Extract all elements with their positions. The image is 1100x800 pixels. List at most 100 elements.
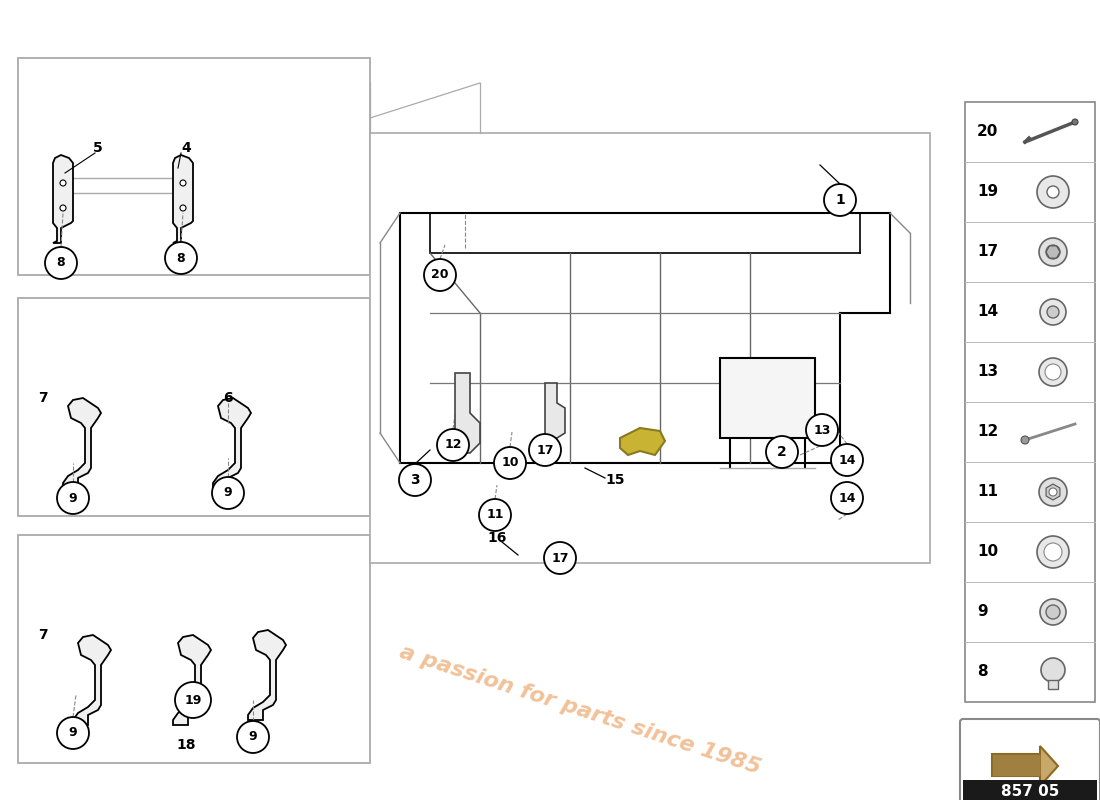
Text: 17: 17	[977, 245, 998, 259]
Text: 19: 19	[977, 185, 998, 199]
Bar	[1048, 680, 1058, 689]
Bar	[370, 133, 929, 563]
Text: 17: 17	[551, 551, 569, 565]
Bar	[965, 102, 1094, 702]
Text: 11: 11	[977, 485, 998, 499]
Text: 9: 9	[68, 726, 77, 739]
Text: 15: 15	[605, 473, 625, 487]
Circle shape	[180, 180, 186, 186]
Circle shape	[1045, 364, 1062, 380]
Text: 4: 4	[182, 141, 190, 155]
Text: 14: 14	[838, 454, 856, 466]
Bar	[962, 780, 1097, 800]
Circle shape	[1021, 436, 1028, 444]
Circle shape	[180, 205, 186, 211]
Circle shape	[544, 542, 576, 574]
Circle shape	[1046, 605, 1060, 619]
Text: 11: 11	[486, 509, 504, 522]
Polygon shape	[455, 373, 480, 453]
Circle shape	[60, 180, 66, 186]
Text: 14: 14	[977, 305, 998, 319]
Circle shape	[494, 447, 526, 479]
Text: 16: 16	[487, 531, 507, 545]
Circle shape	[165, 242, 197, 274]
Circle shape	[1049, 488, 1057, 496]
Circle shape	[57, 717, 89, 749]
Circle shape	[60, 205, 66, 211]
Circle shape	[437, 429, 469, 461]
Polygon shape	[53, 155, 73, 243]
Bar	[18, 58, 370, 275]
Circle shape	[529, 434, 561, 466]
Circle shape	[57, 482, 89, 514]
Polygon shape	[173, 155, 192, 243]
Circle shape	[1072, 119, 1078, 125]
Text: 13: 13	[813, 423, 830, 437]
Bar	[18, 535, 370, 763]
Polygon shape	[73, 635, 111, 725]
Text: 10: 10	[502, 457, 519, 470]
Circle shape	[766, 436, 797, 468]
Text: 857 05: 857 05	[1001, 783, 1059, 798]
Circle shape	[1040, 238, 1067, 266]
Polygon shape	[248, 630, 286, 720]
Text: EURO: EURO	[486, 377, 834, 483]
Text: 13: 13	[977, 365, 998, 379]
Circle shape	[1047, 186, 1059, 198]
Text: 12: 12	[444, 438, 462, 451]
Circle shape	[1037, 536, 1069, 568]
Polygon shape	[620, 428, 666, 455]
Circle shape	[424, 259, 456, 291]
Text: 7: 7	[39, 391, 47, 405]
Circle shape	[1040, 358, 1067, 386]
FancyBboxPatch shape	[960, 719, 1100, 800]
Circle shape	[478, 499, 512, 531]
Text: 12: 12	[977, 425, 999, 439]
Circle shape	[1040, 299, 1066, 325]
Text: 19: 19	[185, 694, 201, 706]
Circle shape	[830, 482, 864, 514]
Circle shape	[1037, 176, 1069, 208]
Text: 20: 20	[977, 125, 999, 139]
Circle shape	[175, 682, 211, 718]
Circle shape	[45, 247, 77, 279]
Text: 6: 6	[223, 391, 232, 405]
Bar	[720, 358, 815, 438]
Circle shape	[1040, 599, 1066, 625]
Polygon shape	[992, 746, 1058, 786]
Circle shape	[1046, 245, 1060, 259]
Polygon shape	[544, 383, 565, 438]
Circle shape	[824, 184, 856, 216]
Circle shape	[212, 477, 244, 509]
Circle shape	[1041, 658, 1065, 682]
Text: 5: 5	[94, 141, 102, 155]
Bar	[18, 298, 370, 516]
Text: 17: 17	[537, 443, 553, 457]
Circle shape	[1044, 543, 1061, 561]
Text: 9: 9	[68, 491, 77, 505]
Circle shape	[806, 414, 838, 446]
Text: 2: 2	[777, 445, 786, 459]
Polygon shape	[63, 398, 101, 488]
Text: 3: 3	[410, 473, 420, 487]
Polygon shape	[1046, 246, 1060, 258]
Text: 9: 9	[249, 730, 257, 743]
Text: 8: 8	[177, 251, 185, 265]
Circle shape	[236, 721, 270, 753]
Text: 1: 1	[835, 193, 845, 207]
Circle shape	[399, 464, 431, 496]
Text: 9: 9	[977, 605, 988, 619]
Circle shape	[1047, 306, 1059, 318]
Circle shape	[1040, 478, 1067, 506]
Polygon shape	[992, 754, 1040, 776]
Text: 9: 9	[223, 486, 232, 499]
Text: 8: 8	[57, 257, 65, 270]
Circle shape	[830, 444, 864, 476]
Polygon shape	[173, 635, 211, 725]
Text: 8: 8	[977, 665, 988, 679]
Text: 10: 10	[977, 545, 998, 559]
Text: 18: 18	[176, 738, 196, 752]
Polygon shape	[1046, 484, 1060, 500]
Text: PARTS: PARTS	[463, 457, 857, 563]
Text: 14: 14	[838, 491, 856, 505]
